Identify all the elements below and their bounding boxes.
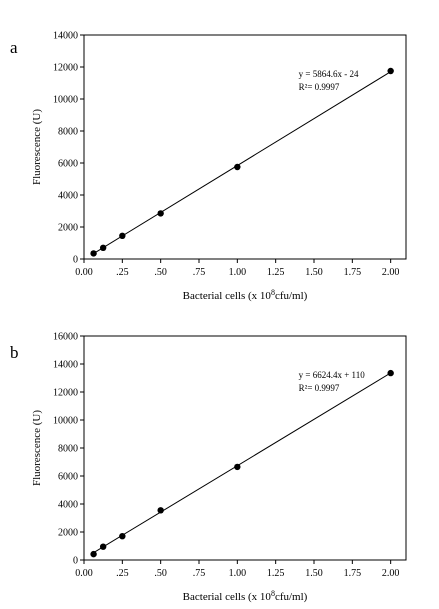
chart-a-ytick-label: 10000 xyxy=(53,95,78,106)
chart-b-xtick-label: 0.00 xyxy=(75,568,93,579)
chart-a-x-axis-label: Bacterial cells (x 108cfu/ml) xyxy=(183,288,308,302)
chart-a-data-point xyxy=(234,163,241,171)
chart-a-ytick-label: 14000 xyxy=(53,31,78,42)
chart-b-ytick-label: 0 xyxy=(73,556,78,567)
chart-a-ytick-label: 2000 xyxy=(58,223,78,234)
chart-b-xtick-label: 1.25 xyxy=(267,568,285,579)
chart-b-ytick-label: 2000 xyxy=(58,528,78,539)
chart-a-data-point xyxy=(119,232,126,239)
chart-b-ytick-label: 14000 xyxy=(53,360,78,371)
chart-b: 0 2000 4000 6000 8000 10000 12000 14000 16000 0.0… xyxy=(31,332,407,603)
chart-a-equation-text: y = 5864.6x - 24 xyxy=(299,69,359,79)
chart-a-xtick-label: .50 xyxy=(154,267,167,278)
panel-a-label: a xyxy=(10,38,18,57)
chart-a-xtick-label: 0.00 xyxy=(75,267,93,278)
chart-b-xtick-label: .75 xyxy=(193,568,206,579)
chart-a-ytick-label: 0 xyxy=(73,255,78,266)
chart-a: 0 2000 4000 6000 8000 10000 12000 14000 0.00 .25.… xyxy=(31,31,407,302)
chart-a-xtick-label: 1.75 xyxy=(344,267,362,278)
chart-b-ytick-label: 8000 xyxy=(58,444,78,455)
chart-a-xtick-label: .75 xyxy=(193,267,206,278)
chart-b-xtick-label: 1.00 xyxy=(229,568,247,579)
chart-b-ytick-label: 12000 xyxy=(53,388,78,399)
chart-b-regression-line xyxy=(93,372,391,554)
chart-a-xtick-label: 1.50 xyxy=(305,267,323,278)
chart-b-data-point xyxy=(234,463,241,471)
chart-a-xtick-label: 1.00 xyxy=(229,267,247,278)
chart-a-regression-line xyxy=(93,71,391,254)
chart-b-y-axis-label: Fluorescence (U) xyxy=(31,410,43,486)
chart-b-xtick-label: .50 xyxy=(154,568,167,579)
chart-b-data-point xyxy=(157,507,164,514)
chart-b-ytick-label: 16000 xyxy=(53,332,78,343)
chart-b-x-axis-label: Bacterial cells (x 108cfu/ml) xyxy=(183,589,308,603)
chart-a-xtick-label: 2.00 xyxy=(382,267,400,278)
panel-b-label: b xyxy=(10,343,19,362)
chart-b-data-point xyxy=(387,369,394,377)
chart-b-xtick-label: 1.75 xyxy=(344,568,362,579)
chart-b-data-point xyxy=(99,543,107,550)
chart-b-ytick-label: 6000 xyxy=(58,472,78,483)
chart-b-xtick-label: 1.50 xyxy=(305,568,323,579)
chart-a-data-point xyxy=(99,244,107,251)
chart-b-equation-text: y = 6624.4x + 110 xyxy=(299,370,366,380)
chart-b-data-point xyxy=(90,550,97,558)
chart-a-ytick-label: 8000 xyxy=(58,127,78,138)
chart-a-ytick-label: 4000 xyxy=(58,191,78,202)
chart-a-data-point xyxy=(90,250,97,257)
chart-b-ytick-label: 10000 xyxy=(53,416,78,427)
chart-b-data-point xyxy=(119,533,126,540)
chart-b-xtick-label: 2.00 xyxy=(382,568,400,579)
chart-a-data-point xyxy=(157,210,164,217)
chart-a-xtick-label: .25 xyxy=(116,267,129,278)
chart-a-ytick-label: 12000 xyxy=(53,63,78,74)
chart-a-xtick-label: 1.25 xyxy=(267,267,285,278)
chart-a-data-point xyxy=(387,67,394,75)
chart-b-xtick-label: .25 xyxy=(116,568,129,579)
chart-b-r2-text: R²= 0.9997 xyxy=(299,383,340,393)
chart-a-plot-frame xyxy=(83,34,407,260)
chart-a-r2-text: R²= 0.9997 xyxy=(299,82,340,92)
chart-a-y-axis-label: Fluorescence (U) xyxy=(31,109,43,185)
chart-b-ytick-label: 4000 xyxy=(58,500,78,511)
chart-a-ytick-label: 6000 xyxy=(58,159,78,170)
